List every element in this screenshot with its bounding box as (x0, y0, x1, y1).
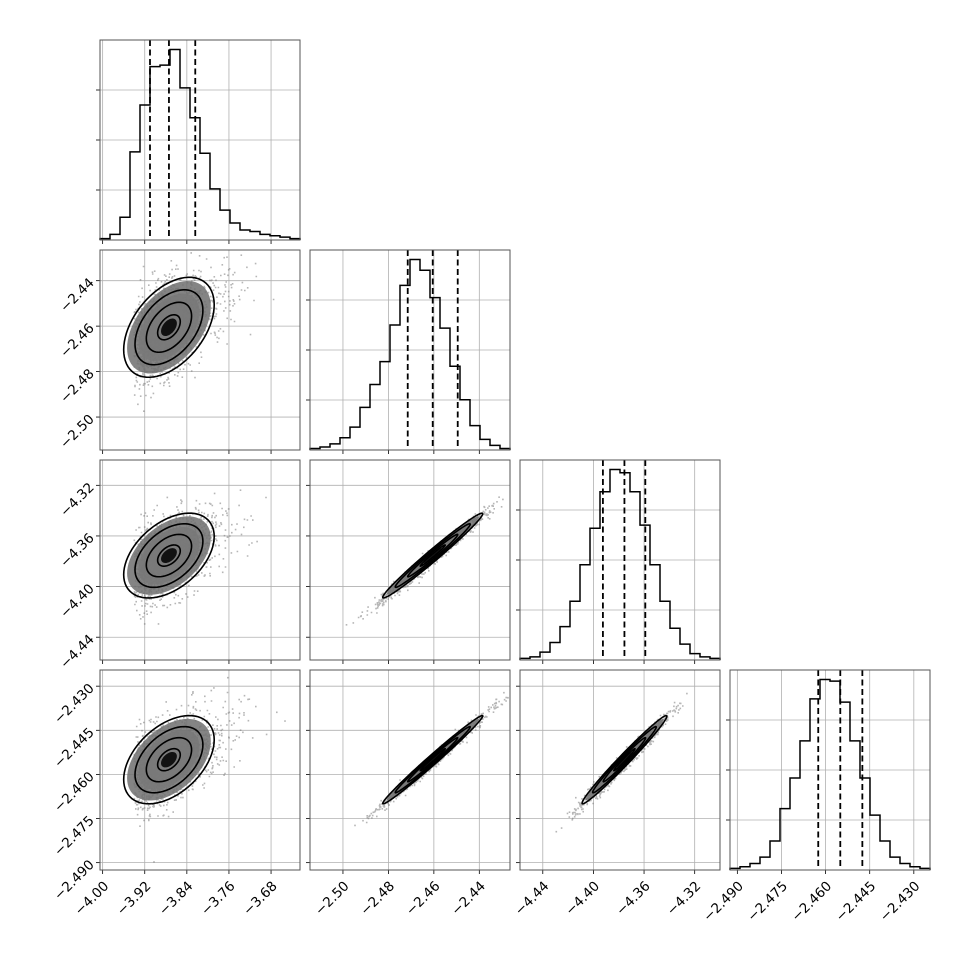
density-core (423, 548, 442, 563)
panel-frame (519, 669, 721, 871)
contour-line (381, 714, 484, 805)
y-tick-label: −4.36 (57, 530, 98, 571)
x-tick-label: −2.445 (833, 878, 880, 925)
contour-line (581, 714, 668, 805)
panel-frame (99, 459, 301, 661)
scatter-panel-4-1: −4.00 −3.92 −3.84 −3.76 −3.68−2.490−2.475−2.… (51, 669, 301, 919)
scatter-panel-4-3: −4.44 −4.40 −4.36 −4.32 (512, 669, 721, 919)
panel-frame (309, 459, 511, 661)
histogram-panel-2 (306, 249, 511, 454)
y-tick-label: −2.445 (51, 725, 98, 772)
x-tick-label: −2.430 (877, 878, 924, 925)
contour-line (156, 747, 182, 772)
x-tick-label: −2.48 (357, 878, 398, 919)
y-tick-label: −2.460 (51, 769, 98, 816)
scatter-panel-3-2 (306, 459, 511, 664)
histogram-panel-1 (96, 39, 301, 244)
panel-frame (309, 249, 511, 451)
scatter-panel-2-1: −2.50−2.48 −2.46−2.44 (57, 249, 301, 454)
contour-line (122, 714, 216, 805)
density-core (161, 751, 177, 768)
contour-line (134, 725, 204, 794)
contour-line (394, 522, 472, 589)
x-tick-label: −4.44 (512, 878, 553, 919)
panel-frame (519, 459, 721, 661)
contour-line (406, 533, 459, 578)
y-tick-label: −2.48 (57, 366, 98, 407)
panel-frame (99, 669, 301, 871)
y-tick-label: −2.46 (57, 320, 98, 361)
x-tick-label: −4.40 (562, 878, 603, 919)
y-tick-label: −4.32 (57, 480, 98, 521)
x-tick-label: −2.46 (403, 878, 444, 919)
histogram-panel-3 (516, 459, 721, 664)
panel-frame (99, 39, 301, 241)
density-core (161, 318, 177, 337)
y-tick-label: −2.430 (51, 681, 98, 728)
density-core (617, 751, 632, 768)
contour-line (394, 725, 472, 794)
y-tick-label: −4.44 (57, 632, 98, 673)
x-tick-label: −2.475 (744, 878, 791, 925)
x-tick-label: −3.76 (198, 878, 239, 919)
contour-line (156, 313, 182, 341)
panel-frame (309, 669, 511, 871)
contour-line (145, 533, 193, 578)
panel-frame (729, 669, 931, 871)
x-tick-label: −2.50 (312, 878, 353, 919)
contour-line (406, 736, 459, 783)
x-tick-label: −2.490 (700, 878, 747, 925)
contour-line (613, 747, 636, 772)
contour-line (134, 522, 204, 589)
contour-line (145, 736, 193, 783)
panel-frame (99, 249, 301, 451)
y-tick-label: −2.475 (51, 813, 98, 860)
density-core (423, 751, 442, 768)
contour-line (145, 301, 193, 354)
x-tick-label: −3.84 (156, 878, 197, 919)
x-tick-label: −2.44 (448, 878, 489, 919)
contour-line (602, 736, 647, 783)
histogram-step (729, 678, 931, 870)
histogram-step (519, 468, 721, 660)
histogram-step (99, 48, 301, 240)
x-tick-label: −3.68 (240, 878, 281, 919)
contour-line (419, 747, 447, 772)
y-tick-label: −4.40 (57, 581, 98, 622)
contour-line (122, 512, 216, 599)
contour-line (156, 544, 182, 567)
contour-line (381, 512, 484, 599)
x-tick-label: −2.460 (789, 878, 836, 925)
y-tick-label: −2.50 (57, 411, 98, 452)
contour-line (134, 288, 204, 366)
density-core (161, 548, 177, 563)
histogram-panel-4: −2.490−2.475−2.460−2.445−2.430 (700, 669, 931, 925)
x-tick-label: −3.92 (114, 878, 155, 919)
contour-line (122, 276, 216, 379)
y-tick-label: −2.44 (57, 275, 98, 316)
x-tick-label: −4.32 (664, 878, 705, 919)
contour-line (591, 725, 658, 794)
scatter-panel-3-1: −4.44 −4.40 −4.36 −4.32 (57, 459, 301, 673)
contour-line (419, 544, 447, 567)
scatter-panel-4-2: −2.50 −2.48 −2.46 −2.44 (306, 669, 511, 919)
histogram-step (309, 258, 511, 450)
x-tick-label: −4.36 (613, 878, 654, 919)
